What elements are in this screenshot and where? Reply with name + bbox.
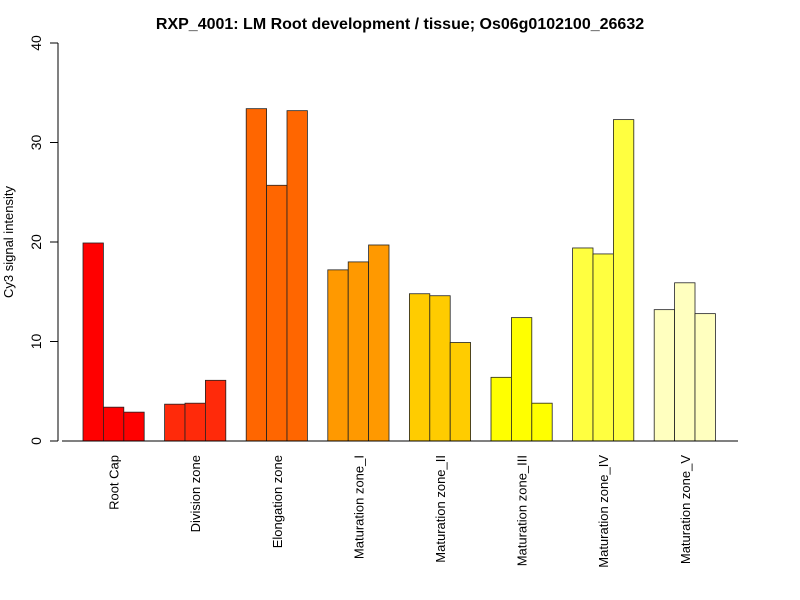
category-label: Maturation zone_I <box>351 455 366 559</box>
category-labels: Root Cap Division zone Elongation zone Matu… <box>107 455 693 568</box>
bar <box>327 269 349 442</box>
y-tick-label: 30 <box>28 135 44 151</box>
category-label: Maturation zone_V <box>678 455 693 564</box>
bar <box>613 119 635 442</box>
bar <box>449 342 472 442</box>
bar <box>245 108 267 442</box>
category-label: Maturation zone_IV <box>596 455 611 568</box>
bar <box>408 293 431 442</box>
bar <box>429 295 451 442</box>
bar <box>204 379 227 442</box>
bar <box>82 242 104 442</box>
bar <box>103 406 125 442</box>
category-label: Division zone <box>188 455 203 532</box>
category-label: Elongation zone <box>270 455 285 548</box>
bar <box>266 184 288 442</box>
y-tick-label: 0 <box>28 437 44 445</box>
category-label: Root Cap <box>107 455 122 510</box>
category-label: Maturation zone_II <box>433 455 448 563</box>
bar <box>286 110 308 442</box>
bar <box>164 403 186 442</box>
y-tick-label: 20 <box>28 234 44 250</box>
chart-title: RXP_4001: LM Root development / tissue; … <box>156 16 644 33</box>
category-label: Maturation zone_III <box>515 455 530 566</box>
bar <box>674 282 696 442</box>
y-axis-label: Cy3 signal intensity <box>1 186 16 298</box>
bar <box>531 402 553 442</box>
bar <box>490 376 512 442</box>
bar <box>572 247 594 442</box>
y-axis: 0 10 20 30 40 <box>28 35 59 445</box>
y-tick-label: 10 <box>28 334 44 350</box>
bar <box>184 402 206 442</box>
bar <box>368 244 390 442</box>
bar <box>694 313 716 442</box>
bar <box>653 309 676 442</box>
bars-group <box>82 108 716 442</box>
bar <box>510 317 533 442</box>
bar <box>123 411 145 442</box>
bar <box>347 261 370 442</box>
bar <box>592 253 614 442</box>
y-tick-label: 40 <box>28 35 44 51</box>
